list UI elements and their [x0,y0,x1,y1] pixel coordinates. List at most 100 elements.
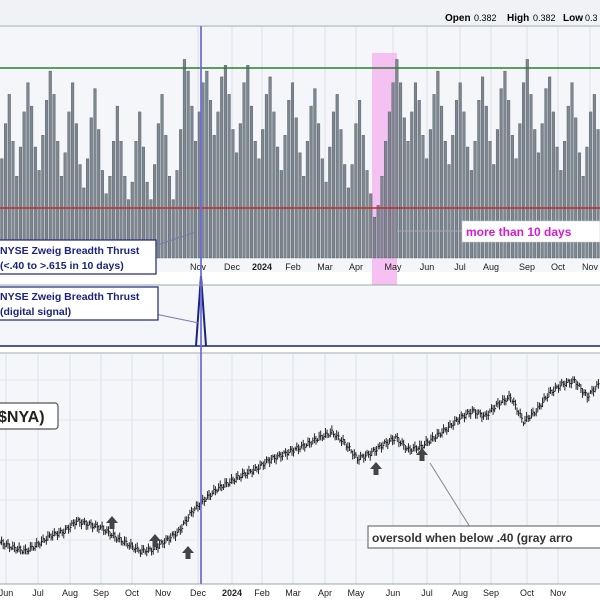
breadth-bar [346,187,350,259]
breadth-bar [294,117,298,259]
breadth-bar [272,111,276,259]
breadth-bar [495,129,499,259]
breadth-bar [287,100,291,259]
bottom-month-tick: Nov [155,588,172,598]
low-value: 0.3 [585,13,598,23]
breadth-bar [71,82,75,259]
breadth-bar [417,100,421,259]
breadth-bar [432,94,436,259]
bottom-month-axis: Jun Jul Aug Sep Oct Nov Dec 2024 Feb Mar Apr May Jun… [0,588,566,598]
breadth-bar [52,94,56,259]
top-month-tick: May [384,262,402,272]
breadth-bar [22,111,26,259]
breadth-bar [45,100,49,259]
breadth-bar [406,140,410,259]
breadth-bar [223,64,227,259]
breadth-bar [249,105,254,259]
breadth-bar [581,175,585,259]
breadth-bar [566,105,570,259]
breadth-bar [175,170,179,259]
breadth-bar [74,123,78,259]
breadth-bar [410,111,414,259]
breadth-bar [212,135,216,259]
breadth-bar [525,59,529,259]
breadth-bar [369,193,373,259]
zbt-callout-subtitle: (<.40 to >.615 in 10 days) [0,260,124,272]
up-arrow-icon [106,516,118,529]
price-panel [0,354,600,584]
bottom-month-tick: Jun [386,588,401,598]
breadth-bar [391,82,395,259]
breadth-bar [246,64,250,259]
breadth-bar [577,152,581,259]
breadth-bar [290,82,295,259]
breadth-bar [26,82,30,259]
breadth-bar [559,170,563,259]
breadth-bar [484,105,488,259]
top-month-tick: Jun [420,262,435,272]
bottom-month-tick: May [347,588,365,598]
breadth-bar [201,82,205,259]
breadth-bar [317,123,321,259]
price-grid [0,354,600,584]
breadth-bar [48,70,52,259]
breadth-bar [499,88,503,259]
breadth-bar [276,146,280,259]
more-days-box [461,220,600,243]
top-month-tick: Nov [582,262,599,272]
breadth-bar [171,199,175,259]
breadth-bar [596,129,600,259]
oversold-pointer [429,462,471,528]
bottom-month-tick: Aug [62,588,78,598]
nya-label: $NYA) [0,409,45,426]
breadth-bar [421,135,425,259]
signal-callout-title: NYSE Zweig Breadth Thrust [0,291,140,303]
breadth-bar [365,170,369,259]
breadth-bar [179,129,183,259]
bottom-month-tick: Jul [421,588,433,598]
breadth-bar [492,164,496,259]
breadth-bar [350,164,354,259]
breadth-bar [503,70,507,259]
breadth-bar [548,76,552,259]
breadth-bar [7,94,11,259]
bottom-month-tick: Sep [483,588,499,598]
bottom-month-tick: Aug [452,588,468,598]
breadth-bar [167,175,172,259]
breadth-bar [208,100,213,259]
breadth-bar [156,123,160,259]
breadth-bar [264,94,268,259]
breadth-bar [216,111,220,259]
top-month-tick: Aug [483,262,499,272]
breadth-bar [235,152,239,259]
oversold-box [367,525,600,549]
breadth-bar [190,105,194,259]
breadth-bar [536,152,540,259]
breadth-bar [298,152,302,259]
zbt-callout-box [0,239,157,275]
breadth-bar [361,135,365,259]
bottom-month-tick: Apr [318,588,332,598]
breadth-bar [220,76,224,259]
breadth-bar [324,181,328,259]
breadth-bar [570,82,574,259]
bottom-month-tick: Jun [0,588,13,598]
breadth-bar [574,117,578,259]
breadth-bar [458,82,462,259]
breadth-bar [428,129,432,259]
breadth-bar [358,100,362,259]
breadth-bar [279,170,283,259]
breadth-bar [328,146,332,259]
breadth-bar [205,70,209,259]
breadth-bar [402,117,406,259]
breadth-bar [115,105,119,259]
breadth-bar [473,140,477,259]
high-value: 0.382 [533,13,556,23]
bottom-month-tick: Sep [93,588,109,598]
bottom-month-tick: Oct [520,588,535,598]
breadth-bar [160,94,164,259]
bottom-month-tick: Dec [190,588,207,598]
top-month-tick: Dec [224,262,241,272]
breadth-bar [97,129,101,259]
breadth-bar [518,123,522,259]
